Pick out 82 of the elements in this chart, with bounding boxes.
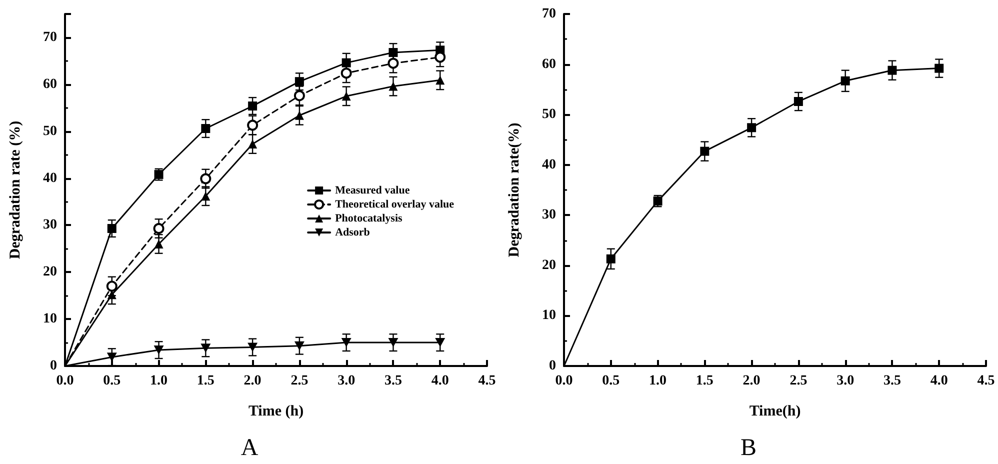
point xyxy=(342,58,351,68)
point xyxy=(342,92,351,101)
point xyxy=(388,58,399,69)
point xyxy=(436,76,445,85)
point xyxy=(606,254,616,264)
legend-label: Photocatalysis xyxy=(335,212,403,224)
x-tick-label: 3.0 xyxy=(338,374,356,388)
y-tick-label: 70 xyxy=(43,30,57,45)
point xyxy=(388,338,398,348)
x-axis-title: Time (h) xyxy=(248,404,304,420)
y-tick-label: 0 xyxy=(549,358,556,374)
point xyxy=(201,124,210,134)
y-tick-label: 40 xyxy=(542,157,556,172)
point xyxy=(340,68,352,79)
point xyxy=(200,344,211,353)
y-tick-label: 60 xyxy=(43,76,57,92)
y-tick-label: 70 xyxy=(542,6,556,22)
legend-label: Measured value xyxy=(335,184,410,196)
x-tick-label: 3.0 xyxy=(836,374,854,388)
x-tick-label: 0.0 xyxy=(555,374,573,388)
point xyxy=(248,140,258,149)
x-tick-label: 1.5 xyxy=(696,374,714,388)
point xyxy=(294,90,305,102)
x-tick-label: 2.0 xyxy=(244,374,262,388)
point xyxy=(294,341,304,350)
x-tick-label: 3.5 xyxy=(384,374,402,388)
x-tick-label: 1.0 xyxy=(150,374,168,388)
y-tick-label: 50 xyxy=(542,107,556,122)
point xyxy=(388,82,398,91)
y-tick-label: 10 xyxy=(43,312,57,327)
point xyxy=(154,346,164,355)
y-tick-label: 20 xyxy=(43,264,57,280)
y-tick-label: 30 xyxy=(43,218,57,233)
x-tick-label: 1.5 xyxy=(196,374,214,388)
point xyxy=(153,222,164,234)
y-tick-label: 0 xyxy=(50,358,57,374)
y-tick-label: 60 xyxy=(542,56,556,72)
point xyxy=(248,101,258,110)
x-tick-label: 3.5 xyxy=(883,374,901,388)
x-tick-label: 1.0 xyxy=(649,374,667,388)
x-tick-label: 2.0 xyxy=(742,374,760,388)
point xyxy=(201,192,210,201)
y-axis-title: Degradation rate(%) xyxy=(506,122,522,258)
legend-label: Theoretical overlay value xyxy=(335,198,454,210)
point xyxy=(934,64,944,73)
x-tick-label: 4.0 xyxy=(431,374,449,388)
point xyxy=(388,48,398,57)
text: A xyxy=(240,435,259,461)
x-tick-label: 4.0 xyxy=(930,374,948,388)
y-axis-title: Degradation rate (%) xyxy=(8,120,24,260)
x-tick-label: 2.5 xyxy=(790,374,808,388)
x-tick-label: 0.0 xyxy=(56,374,74,388)
point xyxy=(107,224,116,233)
text: B xyxy=(740,435,757,461)
x-axis-title: Time(h) xyxy=(749,404,801,420)
point xyxy=(200,173,212,184)
y-tick-label: 20 xyxy=(542,258,556,273)
point xyxy=(700,146,710,156)
y-tick-label: 50 xyxy=(43,124,57,139)
y-tick-label: 10 xyxy=(542,308,556,324)
x-tick-label: 4.5 xyxy=(478,374,496,388)
x-tick-label: 4.5 xyxy=(977,374,995,388)
point xyxy=(294,77,304,86)
point xyxy=(888,66,897,75)
point xyxy=(653,196,662,206)
point xyxy=(247,120,258,131)
x-tick-label: 0.5 xyxy=(103,374,121,388)
y-tick-label: 30 xyxy=(542,208,556,223)
point xyxy=(106,280,118,292)
point xyxy=(747,123,756,132)
y-tick-label: 40 xyxy=(43,170,57,186)
point xyxy=(435,338,446,348)
point xyxy=(341,338,352,348)
legend-label: Adsorb xyxy=(335,226,370,238)
point xyxy=(794,96,803,106)
x-tick-label: 0.5 xyxy=(602,374,620,388)
point xyxy=(154,170,164,180)
point xyxy=(840,76,850,86)
point xyxy=(154,239,164,248)
point xyxy=(294,110,304,120)
x-tick-label: 2.5 xyxy=(290,374,308,388)
point xyxy=(248,342,258,352)
